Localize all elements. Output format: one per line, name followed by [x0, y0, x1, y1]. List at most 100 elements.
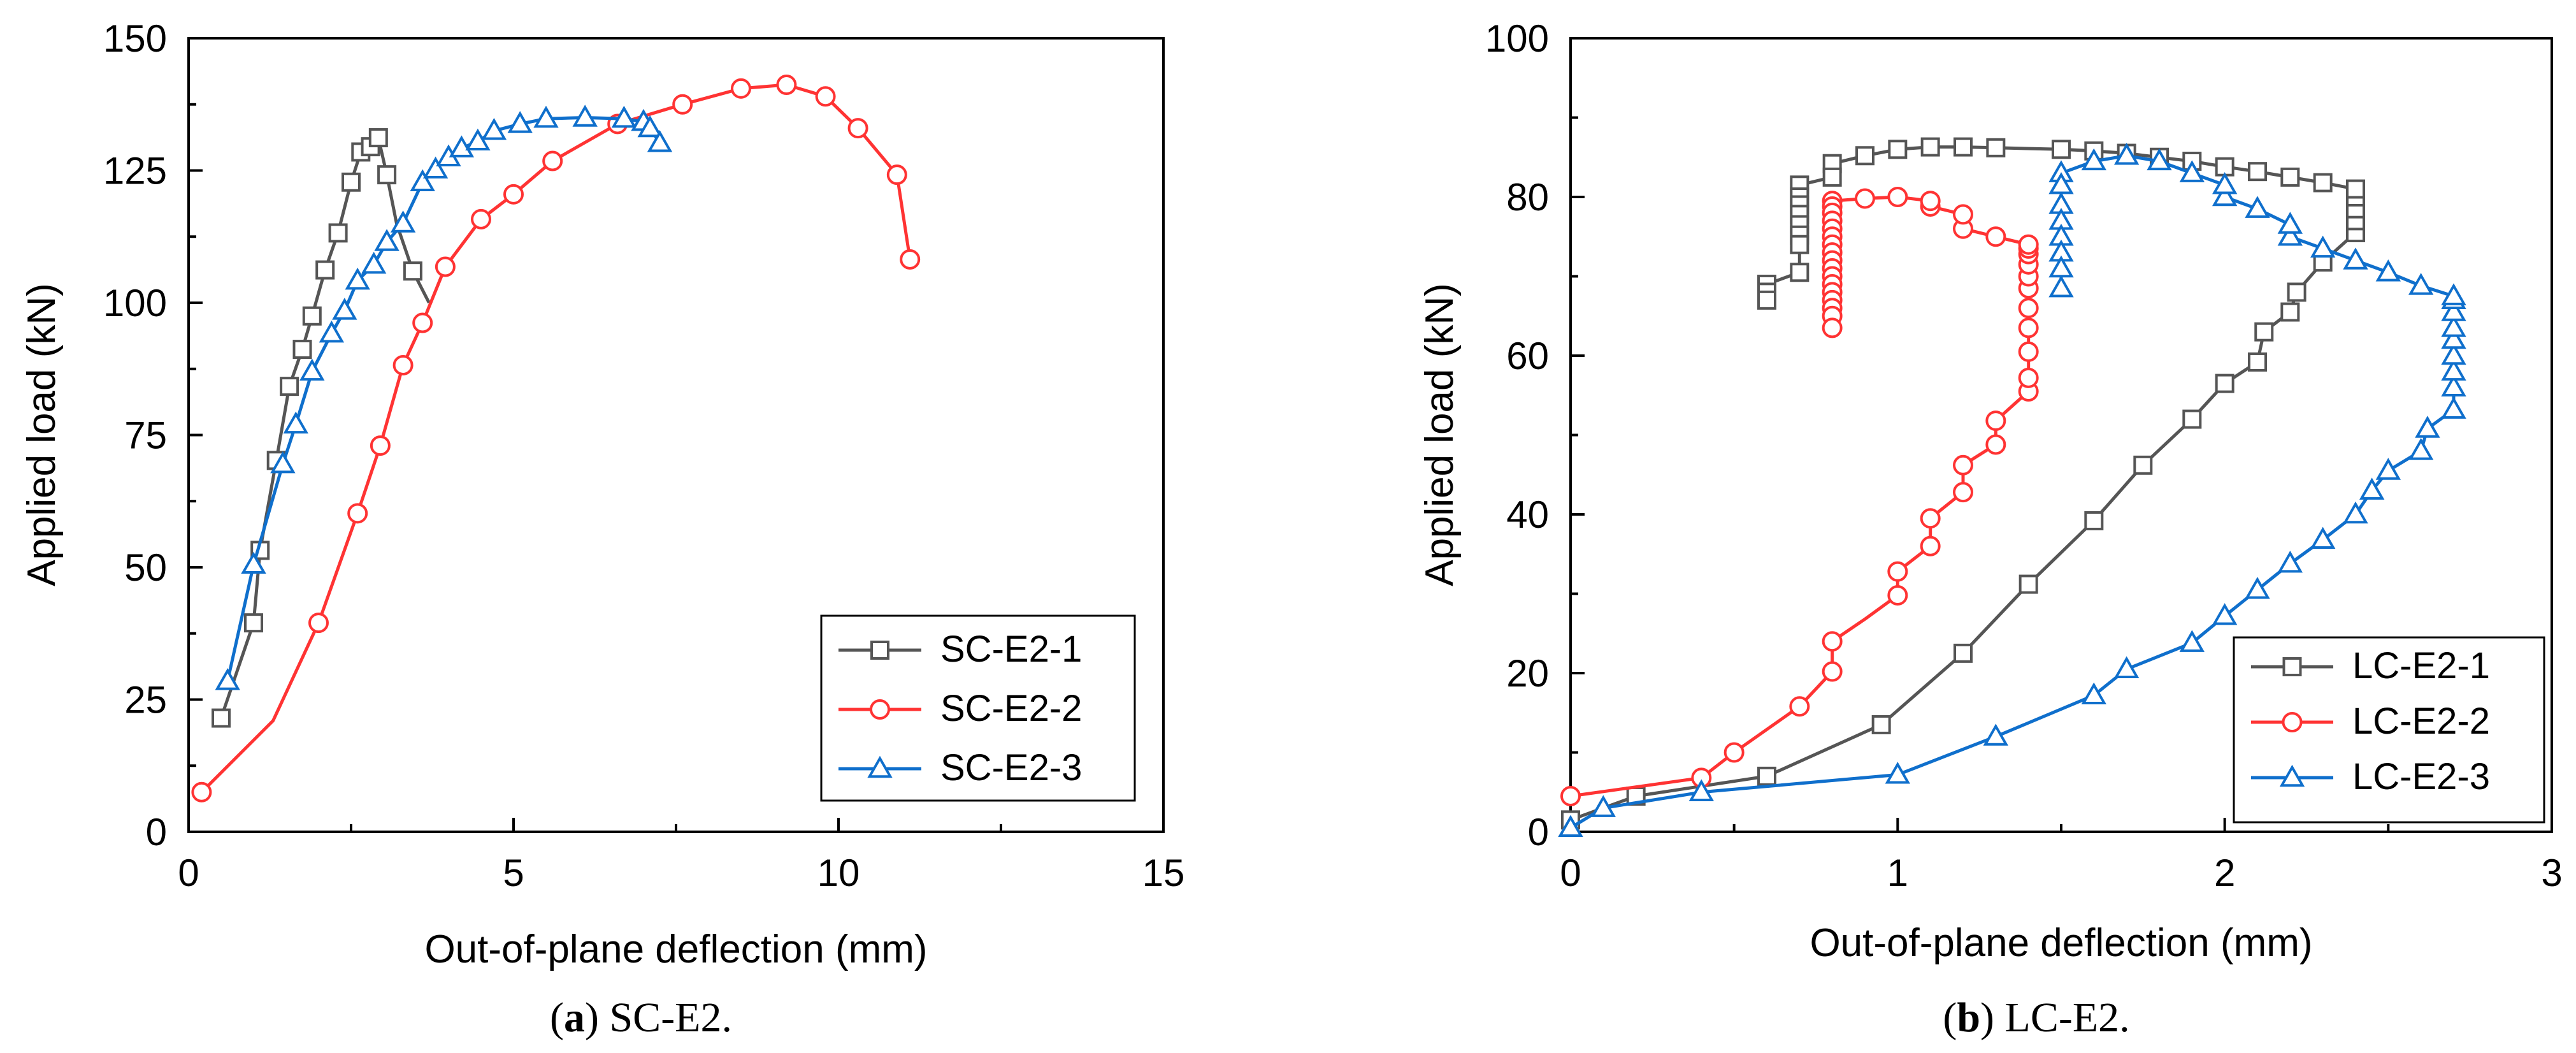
data-point [403, 261, 422, 281]
data-point [280, 377, 299, 396]
data-point [507, 111, 533, 133]
data-point [572, 105, 598, 127]
data-point [1885, 762, 1911, 784]
data-point [299, 358, 325, 381]
data-point [2441, 342, 2466, 365]
caption-letter-b: b [1957, 994, 1980, 1041]
data-point [731, 78, 751, 99]
data-point [2313, 173, 2333, 192]
x-tick-labels-a: 0 5 10 15 [178, 852, 1184, 894]
data-point [2084, 511, 2104, 530]
series-line-SC-E2-3 [226, 116, 661, 682]
data-point [672, 94, 693, 115]
x-tick-label: 0 [1560, 852, 1581, 894]
data-point [370, 435, 391, 456]
series-line-SC-E2-2 [200, 83, 912, 794]
y-tick-labels-b: 0 20 40 60 80 100 [1485, 17, 1549, 853]
data-point [1822, 317, 1843, 338]
data-point [377, 165, 397, 185]
data-point [435, 256, 456, 277]
data-point [2179, 630, 2205, 652]
legend-swatch-marker [870, 641, 889, 660]
data-point [241, 551, 266, 574]
data-point [410, 169, 435, 191]
data-point [1790, 235, 1810, 254]
data-point [2280, 302, 2300, 322]
data-point [2212, 172, 2238, 194]
legend-swatch-marker [2282, 712, 2303, 732]
y-tick-label: 100 [1485, 17, 1549, 60]
caption-a: (a) SC-E2. [550, 994, 732, 1041]
data-point [361, 251, 387, 274]
data-point [542, 150, 563, 171]
data-point [412, 312, 433, 333]
data-point [1953, 454, 1973, 476]
data-point [2375, 458, 2401, 480]
data-point [2248, 162, 2267, 182]
data-point [1789, 696, 1810, 717]
data-point [2052, 140, 2071, 159]
legend-swatch-marker [867, 755, 893, 778]
data-point [302, 306, 322, 326]
data-point [374, 229, 399, 251]
data-point [345, 267, 370, 290]
legend-a: SC-E2-1 SC-E2-2 SC-E2-3 [820, 614, 1136, 802]
data-point [422, 156, 449, 179]
data-point [2441, 396, 2466, 419]
caption-text-b: LC-E2. [2005, 994, 2130, 1041]
data-point [2441, 326, 2466, 349]
data-point [1985, 226, 2006, 247]
data-point [1985, 410, 2006, 432]
caption-b: (b) LC-E2. [1943, 994, 2129, 1041]
data-point [1790, 263, 1810, 282]
legend-b: LC-E2-1 LC-E2-2 LC-E2-3 [2233, 636, 2545, 824]
data-point [2310, 235, 2336, 258]
legend-label: LC-E2-3 [2352, 756, 2490, 797]
data-point [1954, 643, 1973, 663]
y-tick-label: 150 [103, 17, 167, 60]
x-axis-title-b: Out-of-plane deflection (mm) [1810, 921, 2312, 965]
x-tick-label: 0 [178, 852, 199, 894]
data-point [1757, 290, 1776, 310]
data-point [1757, 766, 1776, 786]
x-tick-label: 15 [1142, 852, 1185, 894]
series-group-b [1558, 137, 2466, 837]
data-point [2310, 526, 2336, 549]
legend-swatch-marker [870, 699, 890, 720]
data-point [2048, 275, 2074, 298]
data-point [2179, 160, 2205, 182]
caption-text-a: SC-E2. [609, 994, 732, 1041]
caption-letter-a: a [564, 994, 585, 1041]
data-point [2441, 358, 2466, 381]
data-point [1822, 631, 1843, 652]
legend-label: LC-E2-1 [2352, 645, 2490, 686]
x-tick-label: 5 [503, 852, 524, 894]
data-point [1590, 795, 1616, 817]
y-tick-label: 0 [1528, 811, 1549, 853]
data-point [1985, 434, 2006, 455]
data-point [2280, 167, 2300, 187]
legend-label: SC-E2-1 [940, 628, 1082, 670]
data-point [2081, 682, 2107, 705]
data-point [212, 708, 231, 728]
y-tick-label: 25 [124, 679, 167, 722]
data-point [390, 210, 416, 233]
x-tick-label: 3 [2541, 852, 2562, 894]
y-tick-label: 50 [124, 546, 167, 589]
legend-swatch-marker [2282, 657, 2302, 676]
data-point [1558, 815, 1583, 837]
y-tick-label: 40 [1506, 493, 1549, 536]
data-point [2018, 341, 2039, 362]
data-point [503, 184, 524, 205]
data-point [2147, 148, 2172, 171]
x-tick-labels-b: 0 1 2 3 [1560, 852, 2562, 894]
y-tick-label: 125 [103, 150, 167, 192]
y-axis-title-a: Applied load (kN) [20, 283, 64, 586]
data-point [2245, 196, 2270, 218]
y-tick-label: 60 [1506, 335, 1549, 377]
data-point [1822, 661, 1843, 682]
data-point [2408, 273, 2434, 295]
data-point [647, 130, 673, 152]
y-tick-labels-a: 0 25 50 75 100 125 150 [103, 17, 167, 853]
